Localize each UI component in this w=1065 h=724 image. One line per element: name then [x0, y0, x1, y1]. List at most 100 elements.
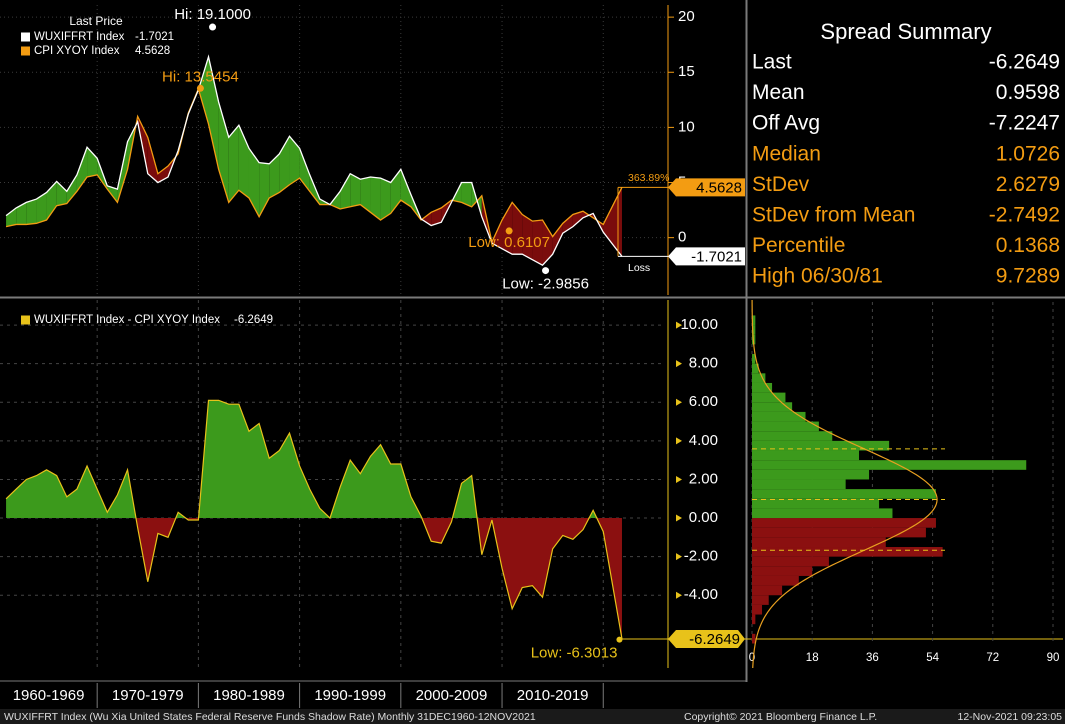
spread-fill	[117, 141, 128, 203]
spread-fill	[461, 182, 472, 207]
annotation-label: Low: -2.9856	[502, 276, 589, 293]
histogram-bar	[752, 411, 806, 422]
spread-fill	[562, 214, 573, 234]
legend-label: WUXIFFRT Index	[34, 31, 125, 43]
x-category-label: 2000-2009	[416, 687, 488, 704]
spread-fill	[340, 173, 351, 209]
legend-swatch	[21, 46, 30, 56]
spread-fill	[380, 178, 391, 221]
change-label: 363.89%	[628, 172, 669, 184]
y-tick-label: 15	[678, 63, 695, 80]
histogram-bar	[752, 518, 936, 528]
tick-mark	[676, 360, 682, 368]
histogram-bar	[752, 508, 893, 519]
last-value-label: -1.7021	[691, 248, 742, 265]
last-value-box	[668, 247, 745, 266]
tick-mark	[676, 591, 682, 599]
histogram-bar	[752, 595, 769, 605]
x-tick-label: 90	[1047, 652, 1060, 664]
annotation-dot	[616, 636, 623, 643]
tick-mark	[676, 475, 682, 483]
histogram-bar	[752, 547, 943, 557]
y-tick-label: 20	[678, 8, 695, 25]
summary-value: -7.2247	[989, 112, 1060, 135]
histogram-bar	[752, 450, 860, 461]
normal-curve	[751, 299, 938, 669]
histogram-bar	[752, 489, 936, 499]
footer-copyright: Copyright© 2021 Bloomberg Finance L.P.	[684, 711, 877, 723]
spread-fill	[360, 177, 371, 213]
histogram-bar	[752, 460, 1027, 470]
legend-value: -1.7021	[135, 31, 174, 43]
tick-mark	[676, 398, 682, 406]
summary-label: Off Avg	[752, 112, 820, 135]
summary-label: Mean	[752, 81, 805, 104]
histogram-bar	[752, 431, 833, 441]
area-negative	[6, 518, 622, 639]
x-category-label: 1980-1989	[213, 687, 285, 704]
spread-fill	[198, 56, 209, 125]
summary-label: High 06/30/81	[752, 265, 883, 288]
spread-fill	[87, 147, 98, 178]
spread-fill	[248, 148, 260, 217]
x-tick-label: 36	[866, 652, 879, 664]
histogram-bar	[752, 382, 773, 393]
last-value-label: 4.5628	[696, 179, 742, 196]
spread-fill	[431, 207, 442, 226]
histogram-bar	[752, 498, 880, 509]
annotation-label: Low: -6.3013	[531, 645, 618, 662]
summary-label: Median	[752, 142, 821, 165]
spread-fill	[552, 223, 563, 255]
spread-fill	[532, 220, 543, 266]
y-tick-label: 8.00	[689, 355, 718, 372]
tick-mark	[676, 321, 682, 329]
loss-label: Loss	[628, 262, 650, 274]
spread-fill	[36, 192, 47, 224]
y-tick-label: 6.00	[689, 393, 718, 410]
histogram-bar	[752, 633, 756, 644]
summary-label: Last	[752, 51, 792, 74]
spread-fill	[66, 174, 77, 204]
spread-fill	[491, 220, 503, 249]
summary-label: StDev	[752, 173, 810, 196]
legend-swatch	[21, 315, 30, 325]
x-category-label: 2010-2019	[517, 687, 589, 704]
histogram-bar	[752, 469, 870, 480]
spread-fill	[390, 169, 401, 214]
spread-fill	[512, 202, 523, 255]
histogram-bar	[752, 527, 926, 538]
annotation-dot	[209, 23, 217, 31]
spread-fill	[572, 211, 584, 227]
legend-value: -6.2649	[234, 314, 273, 326]
y-tick-label: 10.00	[680, 316, 718, 333]
spread-fill	[6, 207, 17, 227]
histogram-bar	[752, 392, 786, 403]
y-tick-label: 2.00	[689, 470, 718, 487]
spread-fill	[208, 56, 219, 170]
x-tick-label: 0	[749, 652, 755, 664]
x-category-label: 1990-1999	[314, 687, 386, 704]
spread-fill	[46, 181, 57, 221]
y-tick-label: 10	[678, 118, 695, 135]
annotation-label: Low: 0.6107	[468, 234, 550, 251]
series-line	[5, 399, 623, 640]
spread-fill	[421, 212, 432, 226]
histogram-bar	[752, 556, 829, 567]
footer-description: WUXIFFRT Index (Wu Xia United States Fed…	[4, 711, 536, 723]
x-tick-label: 54	[926, 652, 939, 664]
histogram-bar	[752, 614, 756, 625]
histogram-bar	[752, 421, 819, 432]
histogram-bar	[752, 585, 783, 596]
legend-label: CPI XYOY Index	[34, 45, 120, 57]
legend-title: Last Price	[69, 14, 123, 28]
spread-fill	[350, 173, 361, 207]
footer-timestamp: 12-Nov-2021 09:23:05	[958, 711, 1063, 723]
spread-fill	[370, 177, 381, 221]
legend-value: 4.5628	[135, 45, 170, 57]
annotation-dot	[505, 227, 513, 235]
tick-mark	[676, 514, 682, 522]
plot	[5, 54, 623, 267]
legend-swatch	[21, 32, 30, 42]
